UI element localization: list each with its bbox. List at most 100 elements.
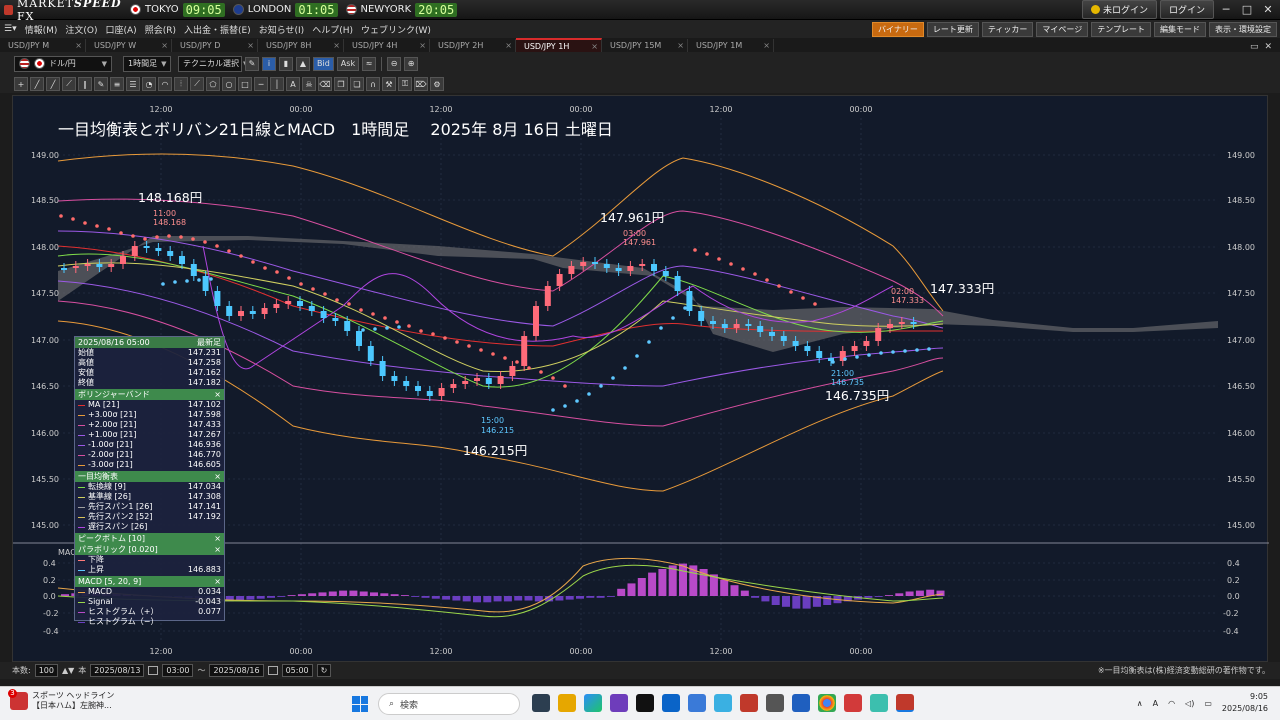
news-widget[interactable]: 3 スポーツ ヘッドライン 【日本ハム】左腕神...	[8, 689, 114, 711]
circle-icon[interactable]: ○	[222, 77, 236, 91]
mountain-icon[interactable]: ▲	[296, 56, 310, 71]
photos-icon[interactable]	[714, 694, 732, 712]
menu-account[interactable]: 口座(A)	[105, 25, 137, 36]
zoom-out-icon[interactable]: ⊖	[387, 56, 402, 71]
windows-start-icon[interactable]	[352, 696, 368, 712]
tab-close-icon[interactable]: ×	[505, 41, 512, 50]
close-icon[interactable]: ×	[214, 390, 221, 399]
vertical-lines-icon[interactable]: ⦙	[174, 77, 188, 91]
calendar-icon[interactable]	[267, 666, 278, 675]
bar-count-field[interactable]: 100	[34, 664, 58, 677]
from-time-field[interactable]: 03:00	[162, 664, 194, 677]
binary-button[interactable]: バイナリー	[872, 21, 924, 37]
calendar-icon[interactable]	[148, 666, 159, 675]
erase-all-icon[interactable]: ⌦	[414, 77, 428, 91]
from-date-field[interactable]: 2025/08/13	[90, 664, 145, 677]
horizontal-lines-icon[interactable]: ≡	[110, 77, 124, 91]
hline-icon[interactable]: ─	[254, 77, 268, 91]
ime-icon[interactable]: A	[1152, 698, 1159, 708]
fan-icon[interactable]: ◔	[142, 77, 156, 91]
template-button[interactable]: テンプレート	[1091, 21, 1151, 37]
minimize-icon[interactable]: ─	[1222, 3, 1230, 16]
restore-window-icon[interactable]: ▭	[1249, 42, 1259, 52]
arc-icon[interactable]: ◠	[158, 77, 172, 91]
wifi-icon[interactable]: ◠	[1168, 698, 1176, 708]
menu-info[interactable]: 情報(M)	[24, 25, 58, 36]
tab-usdjpy-8h[interactable]: USD/JPY 8H ×	[258, 39, 344, 52]
menu-help[interactable]: ヘルプ(H)	[312, 25, 353, 36]
edit-mode-button[interactable]: 編集モード	[1154, 21, 1206, 37]
channel-icon[interactable]: ∥	[78, 77, 92, 91]
rate-update-button[interactable]: レート更新	[926, 21, 979, 37]
stepper-icon[interactable]: ▲▼	[61, 666, 75, 675]
tab-close-icon[interactable]: ×	[591, 42, 598, 51]
tab-usdjpy-m[interactable]: USD/JPY M ×	[0, 39, 86, 52]
technical-select[interactable]: テクニカル選択 ▼	[178, 55, 248, 72]
candle-icon[interactable]: ▮	[279, 56, 293, 71]
calculator-icon[interactable]	[766, 694, 784, 712]
edge-icon[interactable]	[584, 694, 602, 712]
lock-icon[interactable]: ⚿	[398, 77, 412, 91]
word-icon[interactable]	[792, 694, 810, 712]
pen-icon[interactable]: ✎	[245, 56, 259, 71]
tab-close-icon[interactable]: ×	[247, 41, 254, 50]
skull-icon[interactable]: ☠	[302, 77, 316, 91]
tab-usdjpy-w[interactable]: USD/JPY W ×	[86, 39, 172, 52]
menu-notice[interactable]: お知らせ(I)	[258, 25, 305, 36]
vline-icon[interactable]: │	[270, 77, 284, 91]
text-icon[interactable]: A	[286, 77, 300, 91]
login-status[interactable]: 未ログイン	[1081, 0, 1157, 19]
chevron-up-icon[interactable]: ∧	[1136, 698, 1143, 708]
paste-icon[interactable]: ❏	[350, 77, 364, 91]
pentagon-icon[interactable]: ⬠	[206, 77, 220, 91]
mcafee-icon[interactable]	[740, 694, 758, 712]
menu-order[interactable]: 注文(O)	[65, 25, 98, 36]
copy-icon[interactable]: ❐	[334, 77, 348, 91]
wave-icon[interactable]: ≈	[362, 56, 377, 71]
menu-weblink[interactable]: ウェブリンク(W)	[360, 25, 431, 36]
tab-usdjpy-15m[interactable]: USD/JPY 15M ×	[602, 39, 688, 52]
menu-deposit[interactable]: 入出金・振替(E)	[183, 25, 251, 36]
tab-close-icon[interactable]: ×	[161, 41, 168, 50]
close-icon[interactable]: ✕	[1263, 3, 1273, 16]
currency-pair-select[interactable]: ドル/円 ▼	[14, 55, 112, 72]
tab-usdjpy-4h[interactable]: USD/JPY 4H ×	[344, 39, 430, 52]
crosshair-icon[interactable]: +	[14, 77, 28, 91]
extended-line-icon[interactable]: ⟋	[62, 77, 76, 91]
close-icon[interactable]: ×	[214, 534, 221, 543]
app-icon[interactable]	[870, 694, 888, 712]
fibonacci-icon[interactable]: ☰	[126, 77, 140, 91]
to-date-field[interactable]: 2025/08/16	[209, 664, 264, 677]
tab-usdjpy-2h[interactable]: USD/JPY 2H ×	[430, 39, 516, 52]
app-icon[interactable]	[636, 694, 654, 712]
tab-usdjpy-1m[interactable]: USD/JPY 1M ×	[688, 39, 774, 52]
trendline-icon[interactable]: ╱	[30, 77, 44, 91]
ask-button[interactable]: Ask	[336, 56, 360, 71]
speaker-icon[interactable]: ◁)	[1185, 698, 1195, 708]
dell-icon[interactable]	[688, 694, 706, 712]
tab-close-icon[interactable]: ×	[333, 41, 340, 50]
info-icon[interactable]: i	[262, 56, 276, 71]
menu-inquiry[interactable]: 照会(R)	[144, 25, 176, 36]
maximize-icon[interactable]: □	[1241, 3, 1253, 16]
tab-close-icon[interactable]: ×	[677, 41, 684, 50]
login-button[interactable]: ログイン	[1159, 0, 1214, 19]
to-time-field[interactable]: 05:00	[281, 664, 313, 677]
close-icon[interactable]: ×	[214, 577, 221, 586]
market-speed-fx-icon[interactable]	[896, 694, 914, 712]
market-speed-icon[interactable]	[844, 694, 862, 712]
ticker-button[interactable]: ティッカー	[981, 21, 1034, 37]
tab-usdjpy-1h[interactable]: USD/JPY 1H ×	[516, 38, 602, 52]
zoom-in-icon[interactable]: ⊕	[404, 56, 419, 71]
pencil-icon[interactable]: ✎	[94, 77, 108, 91]
gann-icon[interactable]: ⟋	[190, 77, 204, 91]
mypage-button[interactable]: マイページ	[1036, 21, 1089, 37]
taskbar-search[interactable]: ⌕ 検索	[378, 693, 520, 715]
clock[interactable]: 9:05 2025/08/16	[1221, 692, 1268, 713]
hamburger-menu-icon[interactable]: ☰▾	[4, 24, 17, 34]
indicator-info-panel[interactable]: 2025/08/16 05:00 最新足 始値 147.231 高値 147.258…	[74, 336, 225, 626]
settings-icon[interactable]: ⚙	[430, 77, 444, 91]
bid-button[interactable]: Bid	[313, 56, 334, 71]
copilot-icon[interactable]	[610, 694, 628, 712]
file-explorer-icon[interactable]	[558, 694, 576, 712]
